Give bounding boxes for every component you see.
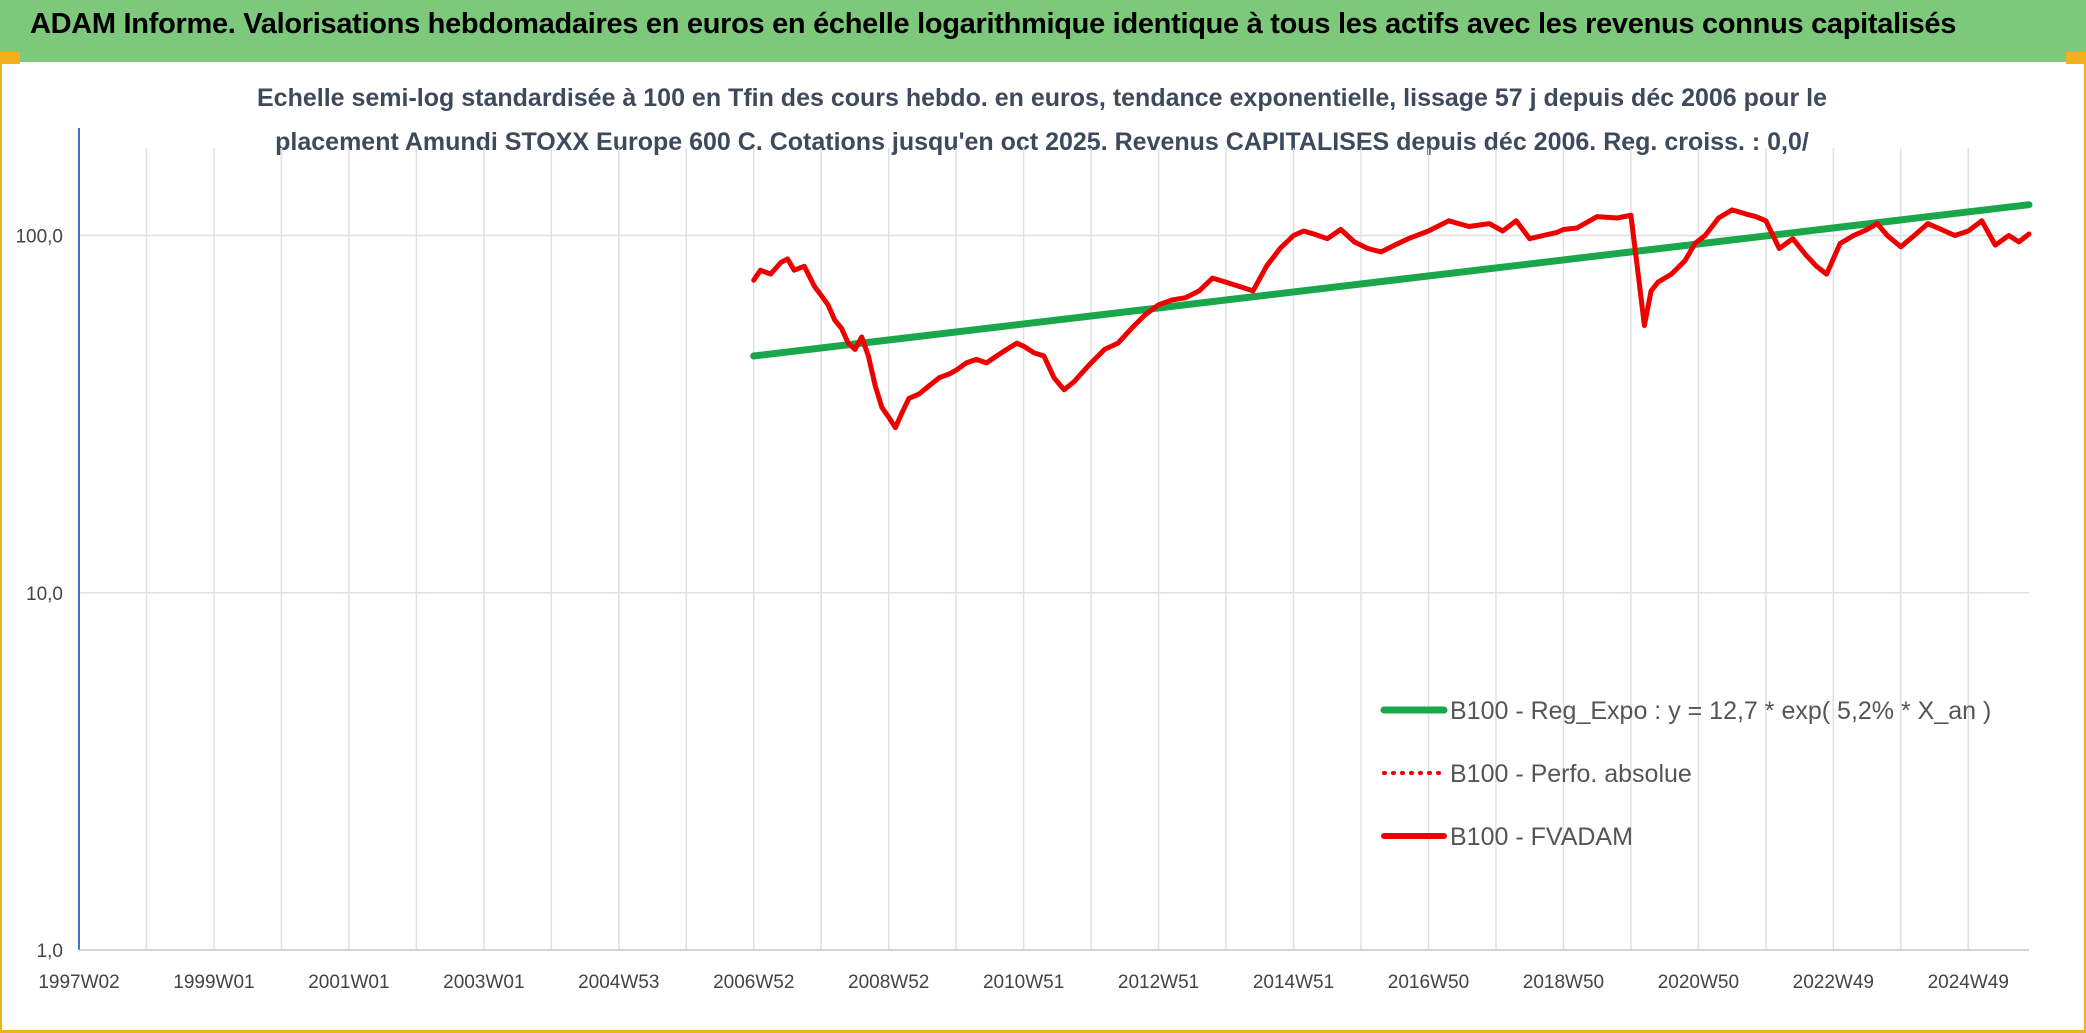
x-tick-label: 2004W53 bbox=[578, 972, 659, 993]
legend-label: B100 - FVADAM bbox=[1450, 823, 1633, 851]
x-axis-ticks: 1997W02 1999W01 2001W01 2003W01 2004W53 2006W… bbox=[38, 972, 2009, 993]
chart-frame: Echelle semi-log standardisée à 100 en T… bbox=[0, 62, 2086, 1033]
y-tick-label: 1,0 bbox=[37, 941, 63, 962]
x-tick-label: 2022W49 bbox=[1793, 972, 1874, 993]
x-tick-label: 2020W50 bbox=[1658, 972, 1739, 993]
corner-marker-left bbox=[0, 52, 20, 64]
corner-marker-right bbox=[2066, 52, 2086, 64]
y-tick-label: 100,0 bbox=[15, 227, 63, 248]
page-title: ADAM Informe. Valorisations hebdomadaire… bbox=[30, 8, 1957, 40]
x-tick-label: 2024W49 bbox=[1928, 972, 2009, 993]
x-tick-label: 2010W51 bbox=[983, 972, 1064, 993]
header-banner: ADAM Informe. Valorisations hebdomadaire… bbox=[0, 0, 2086, 62]
x-tick-label: 2001W01 bbox=[308, 972, 389, 993]
y-tick-label: 10,0 bbox=[26, 584, 63, 605]
legend-label: B100 - Reg_Expo : y = 12,7 * exp( 5,2% *… bbox=[1450, 697, 1991, 725]
trend-line-series bbox=[750, 201, 2033, 360]
x-tick-label: 2014W51 bbox=[1253, 972, 1334, 993]
x-tick-label: 2008W52 bbox=[848, 972, 929, 993]
chart: Echelle semi-log standardisée à 100 en T… bbox=[15, 84, 2033, 993]
price-line-series bbox=[751, 207, 2032, 431]
chart-grid bbox=[78, 148, 2029, 951]
x-tick-label: 2003W01 bbox=[443, 972, 524, 993]
x-tick-label: 2006W52 bbox=[713, 972, 794, 993]
x-tick-label: 1999W01 bbox=[173, 972, 254, 993]
chart-legend: B100 - Reg_Expo : y = 12,7 * exp( 5,2% *… bbox=[1380, 697, 1991, 851]
legend-label: B100 - Perfo. absolue bbox=[1450, 760, 1692, 788]
y-axis-ticks: 1,0 10,0 100,0 bbox=[15, 227, 63, 962]
x-tick-label: 1997W02 bbox=[38, 972, 119, 993]
x-tick-label: 2016W50 bbox=[1388, 972, 1469, 993]
chart-subtitle-line-1: Echelle semi-log standardisée à 100 en T… bbox=[257, 84, 1827, 112]
x-tick-label: 2012W51 bbox=[1118, 972, 1199, 993]
chart-subtitle-line-2: placement Amundi STOXX Europe 600 C. Cot… bbox=[275, 128, 1809, 156]
chart-series bbox=[750, 201, 2033, 431]
x-tick-label: 2018W50 bbox=[1523, 972, 1604, 993]
chart-axes bbox=[78, 128, 2029, 951]
